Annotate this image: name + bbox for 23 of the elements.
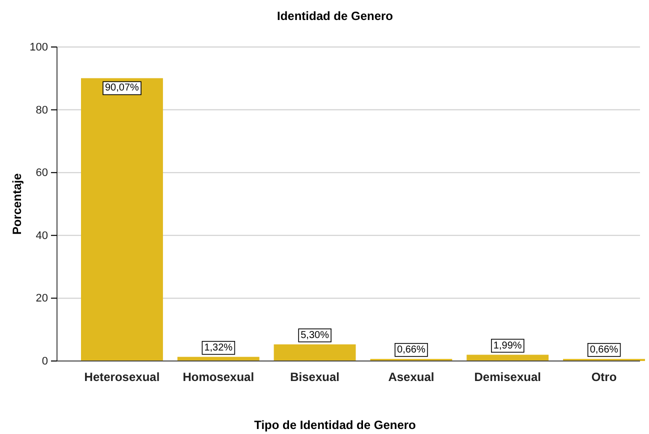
x-tick-label: Homosexual (182, 370, 254, 384)
y-tick-label: 0 (42, 356, 48, 368)
data-label: 90,07% (105, 82, 140, 94)
x-tick-label: Asexual (388, 370, 434, 384)
data-label: 5,30% (300, 330, 330, 341)
x-axis-title: Tipo de Identidad de Genero (254, 418, 416, 432)
x-tick-label: Otro (591, 370, 617, 384)
y-tick-label: 20 (36, 292, 48, 305)
y-axis-title: Porcentaje (10, 172, 24, 235)
x-tick-label: Bisexual (290, 370, 340, 384)
data-label: 0,66% (397, 344, 426, 356)
y-tick-label: 60 (36, 167, 48, 180)
bar (81, 78, 163, 361)
data-label: 0,66% (590, 344, 618, 356)
x-tick-label: Heterosexual (84, 370, 160, 384)
data-label: 1,99% (493, 340, 522, 352)
x-tick-label: Demisexual (474, 370, 541, 384)
y-tick-label: 80 (36, 104, 48, 116)
y-tick-label: 100 (30, 42, 48, 54)
bar (274, 344, 356, 361)
chart-title: Identidad de Genero (276, 9, 394, 23)
y-tick-label: 40 (36, 230, 48, 242)
data-label: 1,32% (204, 342, 233, 354)
